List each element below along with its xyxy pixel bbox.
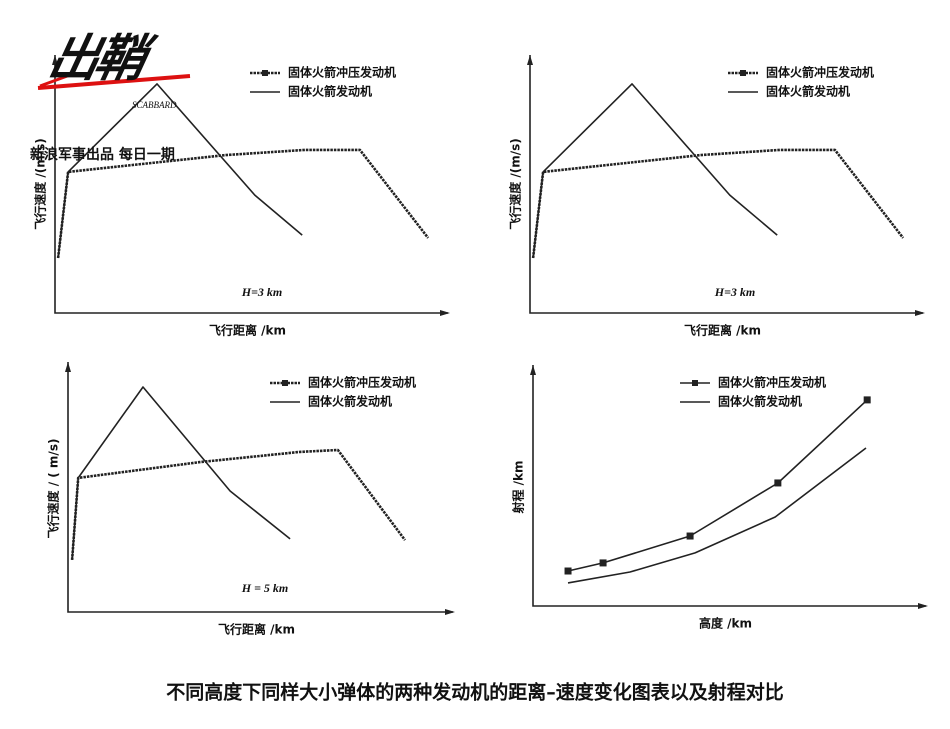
series-line bbox=[567, 447, 867, 584]
logo-sub: SCABBARD bbox=[132, 100, 177, 110]
tagline: 新浪军事出品 每日一期 bbox=[30, 146, 175, 163]
legend-marker bbox=[740, 70, 746, 76]
logo-stroke bbox=[39, 73, 71, 88]
x-axis-label: 飞行距离 /km bbox=[684, 323, 761, 338]
legend-label: 固体火箭冲压发动机 bbox=[288, 65, 396, 80]
y-axis-label: 飞行速度 /(m/s) bbox=[33, 138, 48, 230]
series-line bbox=[57, 83, 303, 259]
axis-arrow bbox=[915, 310, 925, 316]
legend-label: 固体火箭发动机 bbox=[308, 394, 392, 409]
annotation: H=3 km bbox=[241, 285, 283, 299]
legend-label: 固体火箭发动机 bbox=[288, 84, 372, 99]
axes bbox=[532, 365, 926, 607]
caption: 不同高度下同样大小弹体的两种发动机的距离–速度变化图表以及射程对比 bbox=[166, 681, 784, 704]
series-line bbox=[567, 399, 868, 572]
axis-arrow bbox=[445, 609, 455, 615]
legend-label: 固体火箭发动机 bbox=[766, 84, 850, 99]
y-axis-label: 飞行速度 / ( m/s) bbox=[46, 439, 61, 539]
data-point bbox=[774, 479, 782, 487]
x-axis-label: 飞行距离 /km bbox=[209, 323, 286, 338]
data-point bbox=[863, 396, 871, 404]
axis-arrow bbox=[918, 603, 928, 609]
x-axis-label: 高度 /km bbox=[699, 616, 752, 631]
axis-arrow bbox=[440, 310, 450, 316]
axes bbox=[529, 55, 923, 314]
axes bbox=[54, 55, 448, 314]
series-line bbox=[56, 148, 430, 259]
axis-arrow bbox=[65, 362, 71, 372]
legend-label: 固体火箭冲压发动机 bbox=[308, 375, 416, 390]
data-point bbox=[686, 532, 694, 540]
data-point bbox=[599, 559, 607, 567]
legend-label: 固体火箭冲压发动机 bbox=[766, 65, 874, 80]
annotation: H = 5 km bbox=[241, 581, 289, 595]
legend-label: 固体火箭发动机 bbox=[718, 394, 802, 409]
y-axis-label: 射程 /km bbox=[511, 460, 526, 514]
data-point bbox=[564, 567, 572, 575]
series-line bbox=[70, 448, 407, 560]
legend-label: 固体火箭冲压发动机 bbox=[718, 375, 826, 390]
x-axis-label: 飞行距离 /km bbox=[218, 622, 295, 637]
series-line bbox=[531, 148, 905, 259]
axes bbox=[67, 362, 453, 613]
series-line bbox=[532, 83, 778, 259]
legend-marker bbox=[692, 380, 698, 386]
series-line bbox=[71, 386, 291, 560]
legend-marker bbox=[282, 380, 288, 386]
logo-stroke bbox=[37, 74, 191, 90]
axis-arrow bbox=[530, 365, 536, 375]
axis-arrow bbox=[52, 55, 58, 65]
y-axis-label: 飞行速度 /(m/s) bbox=[508, 138, 523, 230]
annotation: H=3 km bbox=[714, 285, 756, 299]
axis-arrow bbox=[527, 55, 533, 65]
legend-marker bbox=[262, 70, 268, 76]
